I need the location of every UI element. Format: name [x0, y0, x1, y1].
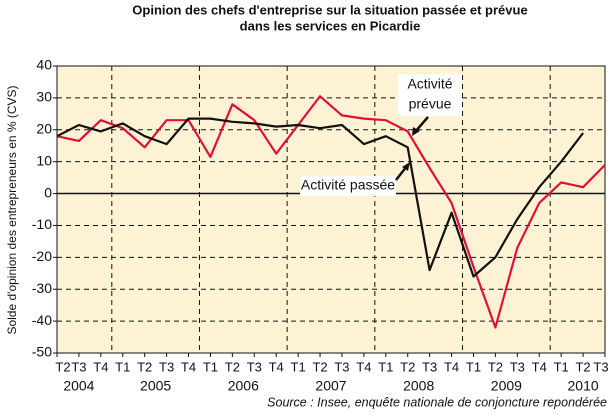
- chart-title: Opinion des chefs d'entreprise sur la si…: [132, 2, 527, 17]
- x-tick-label: T2: [55, 359, 70, 374]
- y-tick-label: 10: [36, 152, 52, 168]
- x-tick-label: T2: [400, 359, 415, 374]
- x-tick-label: T4: [181, 359, 196, 374]
- y-tick-label: -10: [32, 216, 52, 232]
- arrow-head: [402, 162, 410, 171]
- x-tick-label: T1: [554, 359, 569, 374]
- y-axis-label: Solde d'opinion des entrepreneurs en % (…: [5, 85, 19, 334]
- series-line: [56, 95, 606, 329]
- y-tick-label: 40: [36, 57, 52, 73]
- x-tick-label: T4: [356, 359, 371, 374]
- year-label: 2008: [403, 378, 434, 394]
- x-tick-label: T3: [334, 359, 349, 374]
- year-label: 2010: [568, 378, 599, 394]
- plot-border: [56, 65, 606, 354]
- x-tick-label: T2: [575, 359, 590, 374]
- year-label: 2006: [228, 378, 259, 394]
- x-tick-label: T4: [444, 359, 459, 374]
- source: Source : Insee, enquête nationale de con…: [267, 395, 607, 409]
- y-tick-label: -20: [32, 248, 52, 264]
- y-tick-label: -30: [32, 280, 52, 296]
- x-tick-label: T1: [115, 359, 130, 374]
- x-tick-label: T2: [488, 359, 503, 374]
- x-tick-label: T2: [312, 359, 327, 374]
- x-tick-label: T1: [203, 359, 218, 374]
- annotation-box: [300, 176, 396, 196]
- annotation-box: [398, 74, 462, 116]
- legend-label: Activité: [407, 76, 452, 92]
- x-tick-label: T4: [93, 359, 108, 374]
- series-line: [56, 117, 584, 278]
- x-tick-label: T3: [71, 359, 86, 374]
- y-tick-label: -50: [32, 344, 52, 360]
- chart-title: dans les services en Picardie: [240, 18, 421, 33]
- y-tick-label: 0: [44, 184, 52, 200]
- year-label: 2009: [491, 378, 522, 394]
- x-tick-label: T3: [422, 359, 437, 374]
- x-tick-label: T4: [532, 359, 547, 374]
- x-tick-label: T4: [269, 359, 284, 374]
- x-tick-label: T2: [137, 359, 152, 374]
- y-tick-label: -40: [32, 312, 52, 328]
- plot-area: [57, 66, 605, 353]
- x-tick-label: T3: [510, 359, 525, 374]
- x-tick-label: T3: [247, 359, 262, 374]
- x-tick-label: T3: [593, 359, 608, 374]
- year-label: 2005: [140, 378, 171, 394]
- legend-label: prévue: [409, 96, 452, 112]
- x-tick-label: T3: [159, 359, 174, 374]
- x-tick-label: T1: [466, 359, 481, 374]
- arrow-head: [412, 127, 420, 136]
- year-label: 2007: [315, 378, 346, 394]
- y-tick-label: 30: [36, 89, 52, 105]
- year-label: 2004: [63, 378, 94, 394]
- y-tick-label: 20: [36, 120, 52, 136]
- legend-label: Activité passée: [301, 177, 395, 193]
- x-tick-label: T1: [378, 359, 393, 374]
- x-tick-label: T2: [225, 359, 240, 374]
- x-tick-label: T1: [291, 359, 306, 374]
